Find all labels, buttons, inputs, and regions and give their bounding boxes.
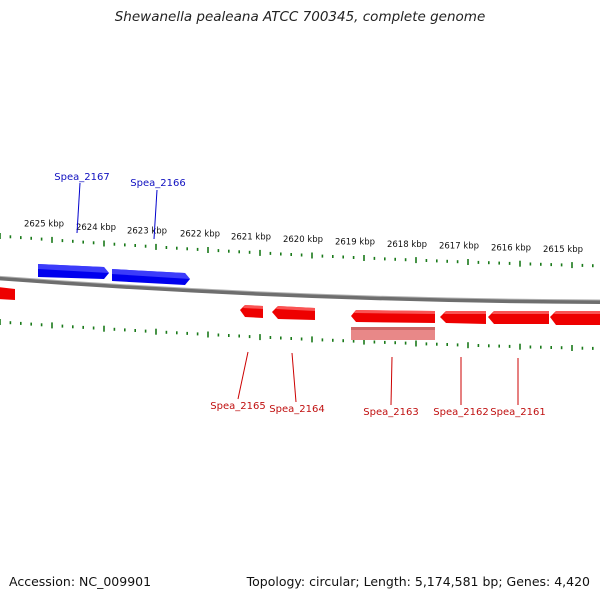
gene-spea-2164[interactable] xyxy=(272,306,315,320)
position-ticks-top xyxy=(0,233,594,269)
gene-label-spea-2167[interactable]: Spea_2167 xyxy=(54,172,109,183)
gene-spea-2163[interactable] xyxy=(351,310,435,323)
leader-line-spea-2165 xyxy=(237,351,249,400)
map-title: Shewanella pealeana ATCC 700345, complet… xyxy=(114,9,486,25)
position-ticks-bottom xyxy=(0,319,594,351)
kbp-label: 2618 kbp xyxy=(387,240,427,250)
gene-left-edge[interactable] xyxy=(0,287,15,300)
accession-text: Accession: NC_009901 xyxy=(9,574,152,589)
kbp-label: 2616 kbp xyxy=(491,243,531,253)
genome-backbone-highlight xyxy=(0,275,600,301)
gene-spea-2166[interactable] xyxy=(112,269,190,285)
genome-summary-text: Topology: circular; Length: 5,174,581 bp… xyxy=(246,574,590,589)
leader-line-spea-2167 xyxy=(76,182,81,234)
gene-right-edge[interactable] xyxy=(550,311,600,325)
kbp-label: 2625 kbp xyxy=(24,219,64,229)
leader-line-spea-2166 xyxy=(153,189,158,240)
kbp-label: 2617 kbp xyxy=(439,242,479,252)
gene-spea-2162[interactable] xyxy=(440,311,486,324)
gene-spea-2163-secondary[interactable] xyxy=(351,327,435,340)
position-labels: 2625 kbp 2624 kbp 2623 kbp 2622 kbp 2621 kbp… xyxy=(24,219,583,255)
kbp-label: 2622 kbp xyxy=(180,230,220,240)
gene-spea-2165[interactable] xyxy=(240,305,263,318)
kbp-label: 2619 kbp xyxy=(335,238,375,248)
gene-spea-2161[interactable] xyxy=(488,311,549,324)
gene-label-spea-2164[interactable]: Spea_2164 xyxy=(269,404,324,415)
kbp-label: 2624 kbp xyxy=(76,223,116,233)
gene-label-spea-2165[interactable]: Spea_2165 xyxy=(210,401,265,412)
kbp-label: 2623 kbp xyxy=(127,226,167,236)
gene-label-spea-2166[interactable]: Spea_2166 xyxy=(130,178,185,189)
gene-label-spea-2161[interactable]: Spea_2161 xyxy=(490,407,545,418)
gene-label-spea-2162[interactable]: Spea_2162 xyxy=(433,407,488,418)
genome-backbone xyxy=(0,276,600,304)
leader-line-spea-2164 xyxy=(291,352,297,403)
gene-spea-2167[interactable] xyxy=(38,264,109,279)
gene-label-spea-2163[interactable]: Spea_2163 xyxy=(363,407,418,418)
kbp-label: 2621 kbp xyxy=(231,232,271,242)
kbp-label: 2620 kbp xyxy=(283,235,323,245)
leader-line-spea-2163 xyxy=(390,356,393,406)
kbp-label: 2615 kbp xyxy=(543,245,583,255)
